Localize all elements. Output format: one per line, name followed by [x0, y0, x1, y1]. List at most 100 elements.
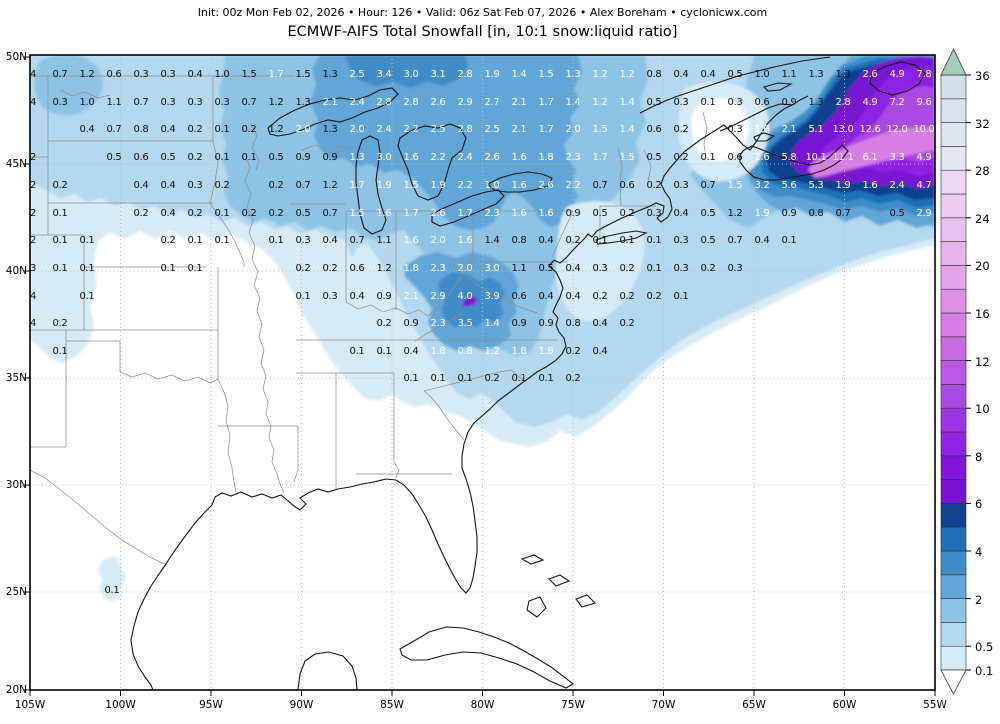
snowfall-value: 0.7: [700, 180, 716, 191]
snowfall-value: 0.1: [700, 97, 716, 108]
lon-label: 60W: [832, 699, 857, 711]
snowfall-value: 3.2: [754, 180, 770, 191]
colorbar-tick-label: 8: [975, 449, 983, 464]
snowfall-value: 1.6: [403, 235, 419, 246]
snowfall-value: 0.3: [673, 263, 689, 274]
snowfall-value: 1.2: [592, 69, 608, 80]
snowfall-value: 0.4: [133, 180, 149, 191]
snowfall-value: 0.1: [104, 585, 120, 596]
snowfall-value: 0.7: [349, 235, 365, 246]
snowfall-value: 13.0: [832, 124, 854, 135]
snowfall-value: 1.3: [565, 69, 581, 80]
snowfall-value: 2: [29, 180, 37, 191]
snowfall-value: 0.2: [322, 263, 338, 274]
snowfall-value: 0.4: [700, 69, 716, 80]
snowfall-value: 0.3: [214, 97, 230, 108]
snowfall-value: 1.2: [619, 69, 635, 80]
snowfall-value: 1.0: [754, 124, 770, 135]
snowfall-value: 0.3: [646, 208, 662, 219]
snowfall-value: 0.7: [295, 180, 311, 191]
colorbar-tick-label: 2: [975, 592, 983, 607]
snowfall-value: 0.6: [646, 124, 662, 135]
snowfall-value: 0.8: [646, 69, 662, 80]
snowfall-value: 0.4: [592, 318, 608, 329]
snowfall-value: 2.1: [322, 97, 338, 108]
snowfall-value: 0.4: [565, 263, 581, 274]
snowfall-value: 5.1: [808, 124, 824, 135]
snowfall-value: 3.4: [376, 69, 392, 80]
snowfall-value: 0.1: [214, 208, 230, 219]
snowfall-value: 1.0: [79, 97, 95, 108]
lon-label: 85W: [380, 699, 404, 711]
snowfall-value: 0.2: [619, 208, 635, 219]
snowfall-value: 0.2: [268, 208, 284, 219]
lat-label: 25N: [5, 586, 27, 598]
snowfall-value: 0.2: [133, 208, 149, 219]
snowfall-value: 2.1: [781, 124, 797, 135]
snowfall-value: 0.4: [160, 124, 176, 135]
snowfall-value: 1.4: [619, 124, 635, 135]
snowfall-value: 0.3: [187, 180, 203, 191]
snowfall-value: 0.2: [484, 373, 500, 384]
snowfall-value: 0.1: [79, 263, 95, 274]
snowfall-value: 2: [29, 235, 37, 246]
snowfall-value: 1.7: [349, 180, 365, 191]
snowfall-value: 1.6: [511, 180, 527, 191]
lon-label: 100W: [105, 699, 136, 711]
snowfall-value: 0.4: [538, 291, 554, 302]
colorbar-tick-label: 16: [975, 307, 990, 321]
snowfall-value: 3: [29, 263, 37, 274]
snowfall-value: 1.2: [592, 97, 608, 108]
snowfall-value: 4.9: [862, 97, 878, 108]
snowfall-value: 0.7: [52, 69, 68, 80]
snowfall-value: 1.2: [484, 346, 500, 357]
snowfall-value: 1.5: [403, 180, 419, 191]
snowfall-value: 0.5: [646, 152, 662, 163]
snowfall-value: 1.1: [106, 97, 122, 108]
snowfall-value: 1.7: [268, 69, 284, 80]
snowfall-value: 0.1: [430, 373, 446, 384]
snowfall-value: 1.4: [484, 318, 500, 329]
snowfall-value: 1.6: [511, 152, 527, 163]
snowfall-value: 0.9: [403, 318, 419, 329]
snowfall-value: 0.2: [673, 124, 689, 135]
axis-ticks: [24, 56, 936, 696]
snowfall-value: 10.0: [913, 124, 935, 135]
snowfall-value: 1.6: [403, 152, 419, 163]
snowfall-value: 0.2: [673, 152, 689, 163]
snowfall-fill-layers: [30, 55, 935, 601]
snowfall-value: 4.0: [457, 291, 473, 302]
snowfall-value: 0.2: [187, 208, 203, 219]
snowfall-value: 2.8: [376, 97, 392, 108]
snowfall-value: 0.1: [160, 263, 176, 274]
page-title: ECMWF-AIFS Total Snowfall [in, 10:1 snow…: [287, 24, 678, 40]
snowfall-value: 1.9: [430, 180, 446, 191]
snowfall-value: 1.4: [511, 69, 527, 80]
snowfall-value: 0.9: [781, 208, 797, 219]
snowfall-value: 1.5: [727, 180, 743, 191]
snowfall-value: 0.4: [673, 69, 689, 80]
colorbar-tick-label: 4: [975, 545, 983, 559]
snowfall-value: 2.0: [430, 235, 446, 246]
snowfall-value: 1.3: [322, 124, 338, 135]
lon-label: 105W: [14, 699, 46, 711]
snowfall-value: 1.3: [835, 69, 851, 80]
snowfall-value: 0.4: [403, 346, 419, 357]
snowfall-value: 5.3: [808, 180, 824, 191]
snowfall-value: 2.0: [457, 263, 473, 274]
snowfall-value: 1.3: [349, 152, 365, 163]
snowfall-value: 0.2: [376, 318, 392, 329]
snowfall-value: 0.3: [727, 124, 743, 135]
snowfall-value: 2.5: [349, 69, 365, 80]
snowfall-value: 12.0: [886, 124, 908, 135]
lon-label: 55W: [923, 699, 947, 711]
snowfall-value: 11.1: [832, 152, 854, 163]
snowfall-value: 0.1: [295, 291, 311, 302]
snowfall-value: 0.7: [241, 97, 257, 108]
snowfall-value: 0.1: [646, 263, 662, 274]
snowfall-value: 1.3: [295, 97, 311, 108]
snowfall-value: 4.7: [916, 180, 932, 191]
snowfall-value: 2.3: [484, 208, 500, 219]
snowfall-value: 1.0: [214, 69, 230, 80]
lat-label: 20N: [5, 684, 27, 696]
